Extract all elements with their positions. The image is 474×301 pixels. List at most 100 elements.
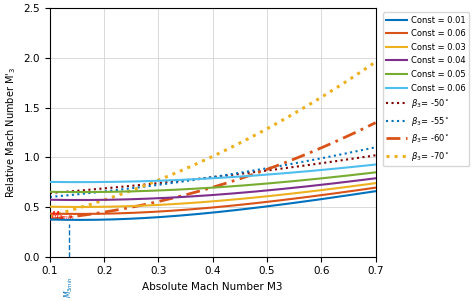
Text: $M_{3min}$: $M_{3min}$	[63, 277, 75, 298]
Line: Const = 0.06: Const = 0.06	[50, 165, 375, 182]
Const = 0.04	[373, 176, 378, 180]
Const = 0.06	[284, 171, 290, 175]
$\beta_3$= -50$^\circ$	[284, 166, 290, 170]
Const = 0.05	[373, 171, 378, 174]
$\beta_3$= -70$^\circ$	[153, 179, 159, 183]
$\beta_3$= -60$^\circ$	[153, 200, 159, 204]
Const = 0.05	[284, 180, 290, 184]
Line: $\beta_3$= -55$^\circ$: $\beta_3$= -55$^\circ$	[50, 147, 375, 197]
Const = 0.01	[284, 202, 290, 206]
Line: $\beta_3$= -70$^\circ$: $\beta_3$= -70$^\circ$	[50, 62, 375, 216]
Const = 0.05	[154, 189, 160, 192]
Const = 0.06	[154, 179, 160, 183]
Const = 0.01	[283, 202, 289, 206]
$\beta_3$= -70$^\circ$	[282, 117, 288, 121]
$\beta_3$= -60$^\circ$	[284, 160, 290, 164]
Const = 0.03	[283, 192, 289, 196]
$\beta_3$= -70$^\circ$	[284, 116, 290, 119]
Const = 0.01	[87, 218, 93, 222]
Line: Const = 0.01: Const = 0.01	[50, 191, 375, 220]
Line: $\beta_3$= -50$^\circ$: $\beta_3$= -50$^\circ$	[50, 155, 375, 193]
Line: Const = 0.03: Const = 0.03	[50, 183, 375, 207]
Y-axis label: Relative Mach Number M$'_3$: Relative Mach Number M$'_3$	[4, 67, 18, 198]
Const = 0.06	[283, 198, 289, 201]
$\beta_3$= -55$^\circ$	[176, 180, 182, 184]
$\beta_3$= -70$^\circ$	[47, 214, 53, 218]
Const = 0.03	[373, 181, 378, 185]
Const = 0.01	[154, 216, 160, 219]
Const = 0.06	[283, 171, 289, 175]
Const = 0.04	[154, 197, 160, 200]
Const = 0.01	[47, 218, 53, 221]
Const = 0.03	[284, 192, 290, 196]
Const = 0.05	[87, 190, 93, 194]
$\beta_3$= -50$^\circ$	[282, 166, 288, 170]
Const = 0.06	[373, 163, 378, 166]
Const = 0.03	[87, 205, 93, 209]
Const = 0.03	[177, 202, 182, 206]
$\beta_3$= -50$^\circ$	[86, 188, 92, 191]
$\beta_3$= -50$^\circ$	[176, 179, 182, 183]
Const = 0.04	[47, 198, 53, 202]
Const = 0.06	[87, 180, 93, 184]
Const = 0.05	[253, 183, 258, 186]
Const = 0.04	[87, 198, 93, 202]
Const = 0.04	[284, 187, 290, 190]
Const = 0.03	[154, 203, 160, 207]
$\beta_3$= -60$^\circ$	[176, 195, 182, 198]
$\beta_3$= -70$^\circ$	[252, 134, 257, 137]
Const = 0.05	[177, 188, 182, 191]
$\beta_3$= -50$^\circ$	[252, 170, 257, 174]
Const = 0.06	[77, 180, 83, 184]
Const = 0.01	[253, 206, 258, 209]
$\beta_3$= -55$^\circ$	[282, 163, 288, 167]
Legend: Const = 0.01, Const = 0.06, Const = 0.03, Const = 0.04, Const = 0.05, Const = 0.: Const = 0.01, Const = 0.06, Const = 0.03…	[383, 12, 469, 166]
Const = 0.01	[373, 189, 378, 193]
X-axis label: Absolute Mach Number M3: Absolute Mach Number M3	[143, 282, 283, 292]
Const = 0.04	[283, 187, 289, 191]
Text: $M_{3min}$: $M_{3min}$	[51, 209, 74, 222]
Const = 0.06	[373, 186, 378, 189]
Const = 0.06	[87, 212, 93, 216]
Const = 0.04	[77, 198, 83, 202]
$\beta_3$= -55$^\circ$	[252, 169, 257, 172]
Const = 0.06	[77, 212, 83, 216]
Const = 0.06	[47, 180, 53, 184]
Line: Const = 0.04: Const = 0.04	[50, 178, 375, 200]
$\beta_3$= -55$^\circ$	[86, 191, 92, 195]
Const = 0.03	[77, 205, 83, 209]
Line: Const = 0.05: Const = 0.05	[50, 172, 375, 192]
Line: Const = 0.06: Const = 0.06	[50, 188, 375, 214]
Const = 0.06	[47, 212, 53, 216]
$\beta_3$= -50$^\circ$	[47, 191, 53, 195]
Const = 0.01	[77, 218, 83, 222]
Const = 0.06	[284, 198, 290, 201]
$\beta_3$= -60$^\circ$	[86, 213, 92, 216]
Const = 0.04	[253, 190, 258, 193]
Const = 0.06	[253, 201, 258, 205]
$\beta_3$= -55$^\circ$	[284, 163, 290, 166]
$\beta_3$= -70$^\circ$	[373, 60, 378, 64]
$\beta_3$= -50$^\circ$	[153, 182, 159, 185]
$\beta_3$= -70$^\circ$	[176, 170, 182, 173]
$\beta_3$= -55$^\circ$	[373, 145, 378, 149]
Const = 0.05	[283, 180, 289, 184]
$\beta_3$= -50$^\circ$	[373, 154, 378, 157]
$\beta_3$= -55$^\circ$	[47, 195, 53, 199]
Const = 0.05	[77, 190, 83, 194]
Const = 0.04	[177, 195, 182, 199]
Line: $\beta_3$= -60$^\circ$: $\beta_3$= -60$^\circ$	[50, 123, 375, 219]
$\beta_3$= -60$^\circ$	[252, 172, 257, 175]
$\beta_3$= -55$^\circ$	[153, 183, 159, 187]
Const = 0.05	[47, 190, 53, 194]
$\beta_3$= -70$^\circ$	[86, 203, 92, 206]
Const = 0.06	[154, 210, 160, 213]
Const = 0.06	[177, 178, 182, 182]
$\beta_3$= -60$^\circ$	[282, 161, 288, 164]
$\beta_3$= -60$^\circ$	[373, 121, 378, 125]
Const = 0.01	[177, 214, 182, 217]
Const = 0.03	[253, 196, 258, 199]
Const = 0.06	[253, 174, 258, 177]
$\beta_3$= -60$^\circ$	[47, 217, 53, 221]
Const = 0.03	[47, 205, 53, 209]
